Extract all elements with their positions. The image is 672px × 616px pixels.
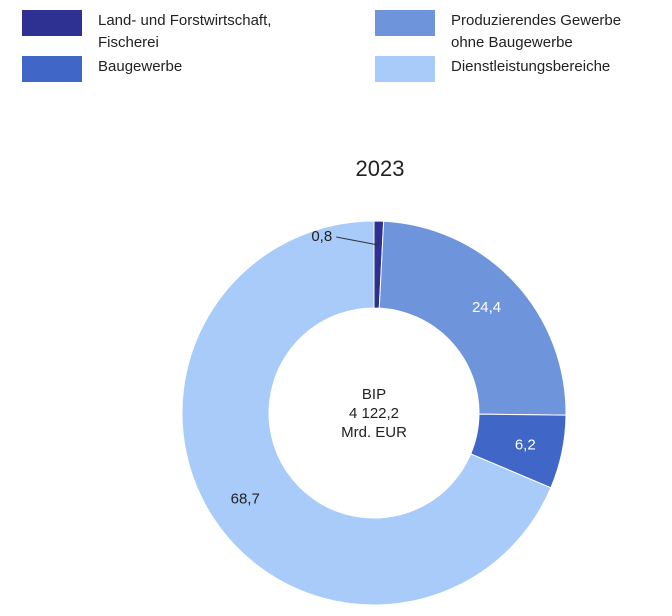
legend-item-dienstleistungsbereiche: Dienstleistungsbereiche bbox=[375, 56, 610, 82]
legend-label: Produzierendes Gewerbe ohne Baugewerbe bbox=[451, 12, 622, 51]
data-label-land-forstwirtschaft: 0,8 bbox=[311, 228, 332, 245]
donut-slices bbox=[181, 220, 567, 606]
center-label-unit: Mrd. EUR bbox=[341, 424, 407, 441]
legend-label: Baugewerbe bbox=[98, 58, 183, 75]
chart-title: 2023 bbox=[355, 156, 405, 181]
legend-swatch bbox=[22, 10, 82, 36]
legend-item-baugewerbe: Baugewerbe bbox=[22, 56, 182, 82]
data-label-produzierendes-gewerbe: 24,4 bbox=[472, 299, 501, 316]
legend-swatch bbox=[22, 56, 82, 82]
data-label-baugewerbe: 6,2 bbox=[515, 437, 536, 454]
center-label-bip: BIP bbox=[362, 386, 386, 403]
data-label-dienstleistungsbereiche: 68,7 bbox=[231, 490, 260, 507]
legend: Land- und Forstwirtschaft, Fischerei Pro… bbox=[0, 0, 672, 100]
legend-label: Dienstleistungsbereiche bbox=[451, 58, 611, 75]
center-label-value: 4 122,2 bbox=[349, 405, 399, 422]
leader-line bbox=[336, 236, 379, 246]
legend-label: Land- und Forstwirtschaft, Fischerei bbox=[98, 12, 272, 51]
legend-swatch bbox=[375, 10, 435, 36]
legend-item-produzierendes-gewerbe: Produzierendes Gewerbe ohne Baugewerbe bbox=[375, 10, 621, 54]
legend-item-land-forstwirtschaft: Land- und Forstwirtschaft, Fischerei bbox=[22, 10, 271, 54]
legend-swatch bbox=[375, 56, 435, 82]
donut-labels: 0,8 24,4 6,2 68,7 bbox=[231, 228, 536, 507]
slice-produzierendes-gewerbe bbox=[378, 220, 567, 416]
slice-dienstleistungsbereiche bbox=[181, 220, 552, 606]
